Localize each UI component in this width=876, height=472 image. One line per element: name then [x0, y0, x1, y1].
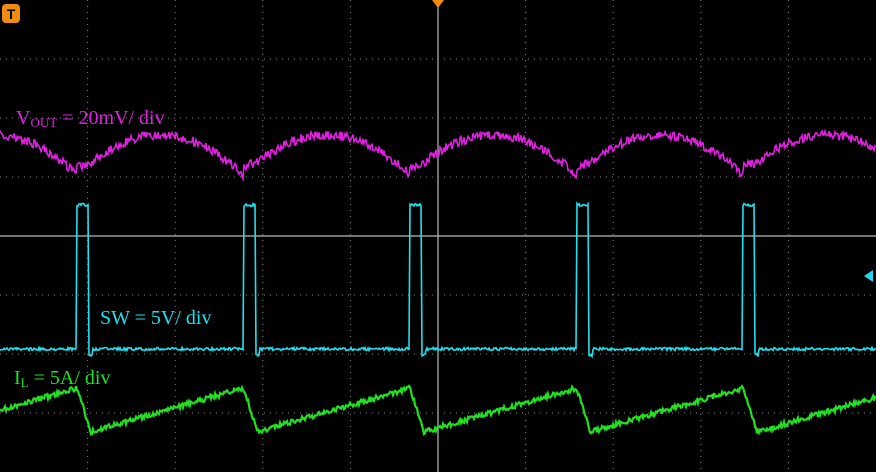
vout-label-sub: OUT [30, 115, 57, 130]
vout-trace [0, 128, 876, 182]
il-label-main: I [14, 367, 21, 389]
sw-trace [0, 201, 876, 359]
vout-label: VOUT = 20mV/ div [16, 107, 165, 130]
trigger-letter: T [7, 6, 16, 22]
vout-label-scale: = 20mV/ div [57, 107, 164, 129]
traces [0, 128, 876, 436]
il-label: IL = 5A/ div [14, 367, 110, 390]
sw-label: SW = 5V/ div [100, 307, 211, 329]
vout-label-main: V [16, 107, 31, 129]
il-label-scale: = 5A/ div [29, 367, 111, 389]
trigger-position-marker [432, 0, 444, 8]
level-marker [864, 270, 873, 282]
il-label-sub: L [21, 375, 29, 390]
trigger-icon [2, 4, 20, 23]
il-trace [0, 383, 876, 436]
